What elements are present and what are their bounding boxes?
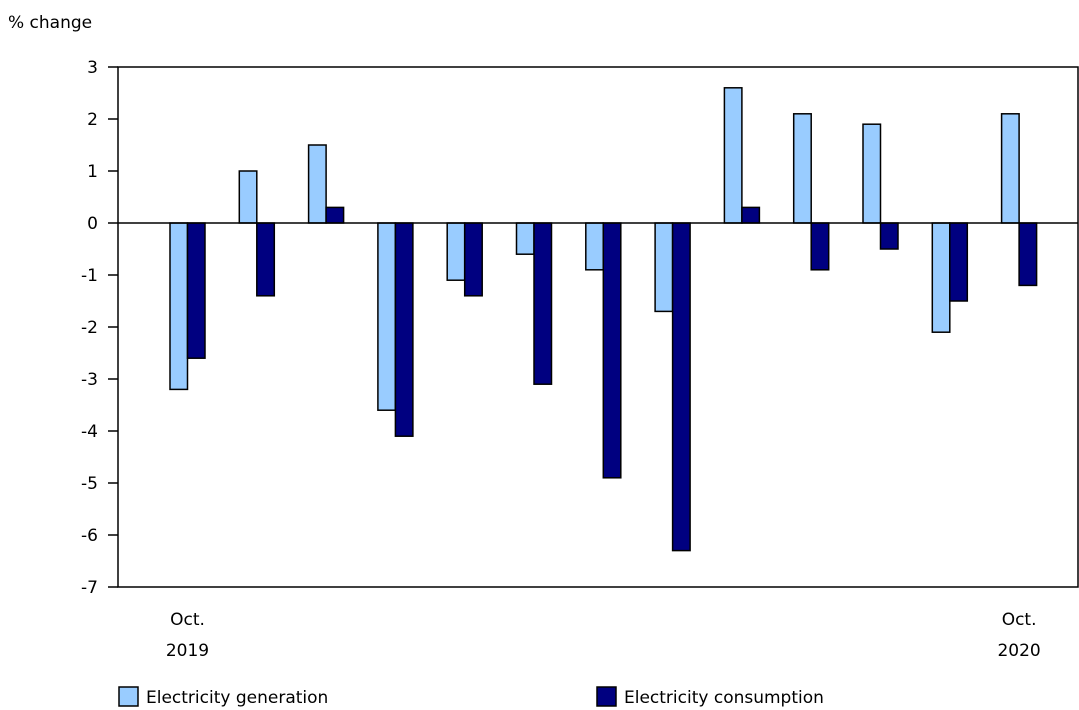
x-axis-tick-labels: Oct. 2019 Oct. 2020	[166, 610, 1041, 661]
plot-frame	[117, 66, 1079, 588]
bar-electricity-consumption	[186, 222, 206, 359]
y-tick-label: -6	[81, 526, 98, 546]
bar-electricity-generation	[862, 123, 882, 224]
legend-swatch	[118, 686, 139, 707]
y-tick-label: -5	[81, 474, 98, 494]
x-tick-label-month: Oct.	[1002, 610, 1037, 630]
bar-electricity-generation	[654, 222, 674, 313]
x-tick-label-month: Oct.	[170, 610, 205, 630]
bar-electricity-generation	[585, 222, 605, 271]
y-tick-label: -4	[81, 422, 98, 442]
bars	[169, 87, 1038, 552]
bar-electricity-generation	[169, 222, 189, 391]
bar-electricity-generation	[446, 222, 466, 281]
y-tick-label: 2	[87, 110, 98, 130]
bar-electricity-consumption	[463, 222, 483, 297]
y-tick-label: -2	[81, 318, 98, 338]
bar-electricity-consumption	[602, 222, 622, 479]
y-tick-label: 0	[87, 214, 98, 234]
bar-electricity-generation	[1000, 113, 1020, 224]
bar-electricity-consumption	[810, 222, 830, 271]
y-tick-label: -7	[81, 578, 98, 598]
y-tick-label: -3	[81, 370, 98, 390]
x-tick-label-year: 2020	[997, 641, 1040, 661]
bar-electricity-generation	[792, 113, 812, 224]
bar-electricity-consumption	[1018, 222, 1038, 287]
bar-electricity-generation	[307, 144, 327, 224]
y-tick-label: 3	[87, 58, 98, 78]
x-tick-label-year: 2019	[166, 641, 209, 661]
legend: Electricity generation Electricity consum…	[118, 686, 824, 708]
bar-electricity-generation	[723, 87, 743, 224]
y-axis-title: % change	[8, 13, 92, 33]
bar-electricity-generation	[377, 222, 397, 411]
bar-electricity-consumption	[394, 222, 414, 437]
y-axis-ticks: 3 2 1 0 -1 -2 -3 -4 -5 -6 -7	[81, 58, 118, 598]
bar-electricity-consumption	[325, 206, 345, 224]
bar-electricity-generation	[931, 222, 951, 333]
bar-electricity-consumption	[741, 206, 761, 224]
bar-electricity-consumption	[949, 222, 969, 302]
bar-electricity-consumption	[671, 222, 691, 552]
legend-label: Electricity consumption	[624, 688, 824, 708]
legend-label: Electricity generation	[146, 688, 328, 708]
bar-electricity-consumption	[256, 222, 276, 297]
bar-electricity-generation	[238, 170, 258, 224]
y-tick-label: 1	[87, 162, 98, 182]
bar-electricity-consumption	[879, 222, 899, 250]
bar-electricity-generation	[515, 222, 535, 255]
legend-swatch	[596, 686, 617, 707]
y-tick-label: -1	[81, 266, 98, 286]
bar-electricity-consumption	[533, 222, 553, 385]
